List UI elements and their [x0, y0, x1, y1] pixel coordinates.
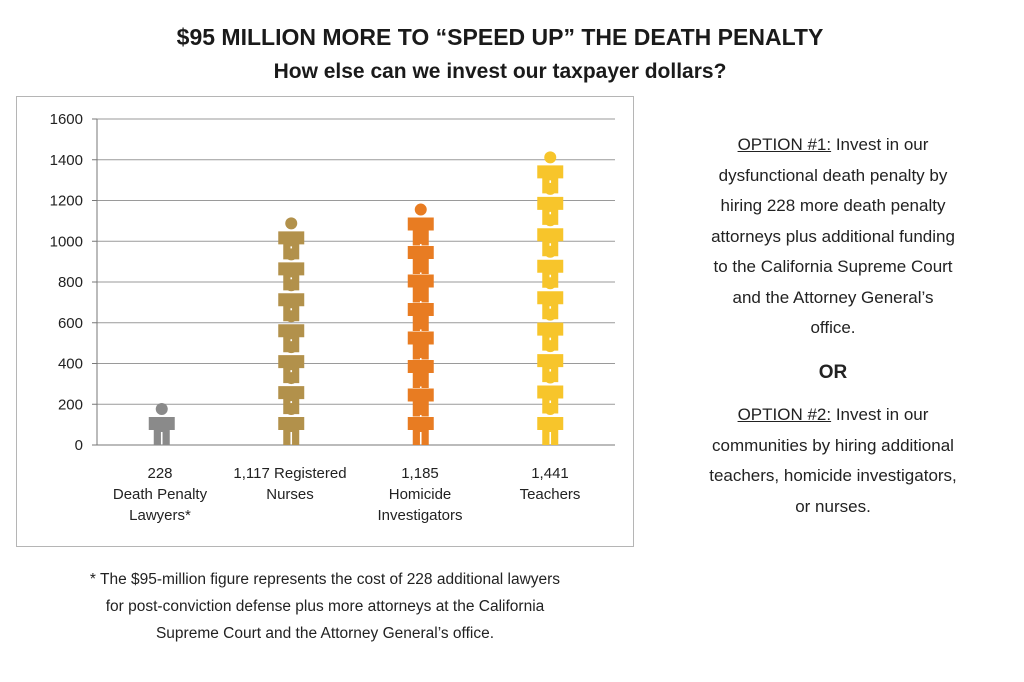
person-icon [537, 403, 564, 445]
category-name-line: Investigators [377, 507, 463, 524]
option-2-label: OPTION #2: [737, 405, 832, 424]
chart-frame: 0 200 400 600 800 1000 1200 1400 1600 228 Death … [16, 96, 634, 547]
person-body [278, 355, 305, 384]
y-tick-label: 1400 [50, 152, 83, 169]
footnote: * The $95-million figure represents the … [16, 566, 634, 647]
person-icon [148, 403, 175, 445]
person-icon [407, 203, 434, 246]
footnote-line: * The $95-million figure represents the … [89, 571, 561, 588]
category-name-line: Homicide [388, 486, 452, 503]
person-body [407, 360, 434, 389]
person-body [537, 417, 564, 445]
or-divider: OR [818, 361, 848, 383]
person-icon [278, 403, 305, 445]
person-body [537, 322, 564, 351]
option-1: OPTION #1: Invest in our dysfunctional d… [672, 130, 994, 344]
person-body [407, 303, 434, 332]
category-value-label: 228 [147, 465, 173, 482]
category-label-investigators: 1,185 Homicide Investigators [345, 463, 495, 526]
person-body [148, 417, 175, 445]
footnote-line: for post-conviction defense plus more at… [105, 598, 545, 615]
person-icon [407, 403, 434, 445]
category-value-label: 1,185 [401, 465, 439, 482]
category-label-lawyers: 228 Death Penalty Lawyers* [85, 463, 235, 526]
person-body [537, 385, 564, 414]
option-2-text: communities by hiring additional [712, 435, 954, 455]
y-tick-label: 1600 [50, 111, 83, 128]
category-value-label: 1,441 [531, 465, 569, 482]
chart-subtitle: How else can we invest our taxpayer doll… [273, 60, 727, 83]
pictograph-chart: 0 200 400 600 800 1000 1200 1400 1600 [50, 111, 615, 454]
option-1-text: to the California Supreme Court [713, 257, 953, 276]
option-1-text: office. [810, 318, 856, 337]
category-name-line: Death Penalty [112, 486, 208, 503]
category-name-line: Teachers [519, 486, 581, 503]
y-tick-label: 200 [58, 396, 83, 413]
category-name-line: Lawyers* [129, 507, 191, 524]
person-body [537, 259, 564, 288]
person-body [278, 293, 305, 322]
option-1-text: attorneys plus additional funding [711, 226, 955, 246]
y-tick-label: 1200 [50, 193, 83, 210]
person-body [537, 165, 564, 194]
person-body [278, 262, 305, 291]
option-1-text: Invest in our [831, 135, 929, 154]
y-tick-label: 1000 [50, 233, 83, 250]
footnote-line: Supreme Court and the Attorney General’s… [155, 625, 495, 642]
option-1-text: and the Attorney General’s [732, 287, 934, 307]
person-head [544, 151, 557, 164]
category-label-nurses: 1,117 Registered Nurses [215, 463, 365, 505]
person-body [407, 274, 434, 303]
chart-title: $95 MILLION MORE TO “SPEED UP” THE DEATH… [176, 24, 824, 50]
option-2-text: Invest in our [831, 405, 929, 424]
option-2: OPTION #2: Invest in our communities by … [672, 400, 994, 522]
person-body [278, 386, 305, 415]
y-tick-label: 800 [58, 274, 83, 291]
person-body [407, 217, 434, 246]
options-panel: OPTION #1: Invest in our dysfunctional d… [672, 130, 994, 522]
person-body [537, 291, 564, 320]
person-body [407, 246, 434, 275]
person-body [278, 417, 305, 445]
category-name-line: Nurses [266, 486, 314, 503]
person-body [537, 228, 564, 257]
person-body [407, 331, 434, 360]
option-2-text: teachers, homicide investigators, [709, 466, 957, 485]
option-2-text: or nurses. [795, 496, 871, 516]
person-body [407, 417, 434, 445]
person-icon [278, 217, 305, 260]
y-tick-label: 600 [58, 315, 83, 332]
y-tick-label: 0 [75, 437, 83, 454]
option-1-text: dysfunctional death penalty by [718, 165, 948, 185]
y-tick-label: 400 [58, 356, 83, 373]
person-icon [537, 151, 564, 194]
person-head [414, 203, 427, 216]
person-body [278, 324, 305, 353]
person-head [155, 403, 168, 415]
person-body [278, 231, 305, 260]
option-1-label: OPTION #1: [737, 135, 832, 154]
category-label-teachers: 1,441 Teachers [475, 463, 625, 505]
person-body [537, 196, 564, 225]
option-1-text: hiring 228 more death penalty [720, 196, 946, 215]
person-head [285, 217, 298, 230]
category-value-label: 1,117 Registered [233, 465, 347, 482]
person-body [407, 388, 434, 417]
person-body [537, 354, 564, 383]
